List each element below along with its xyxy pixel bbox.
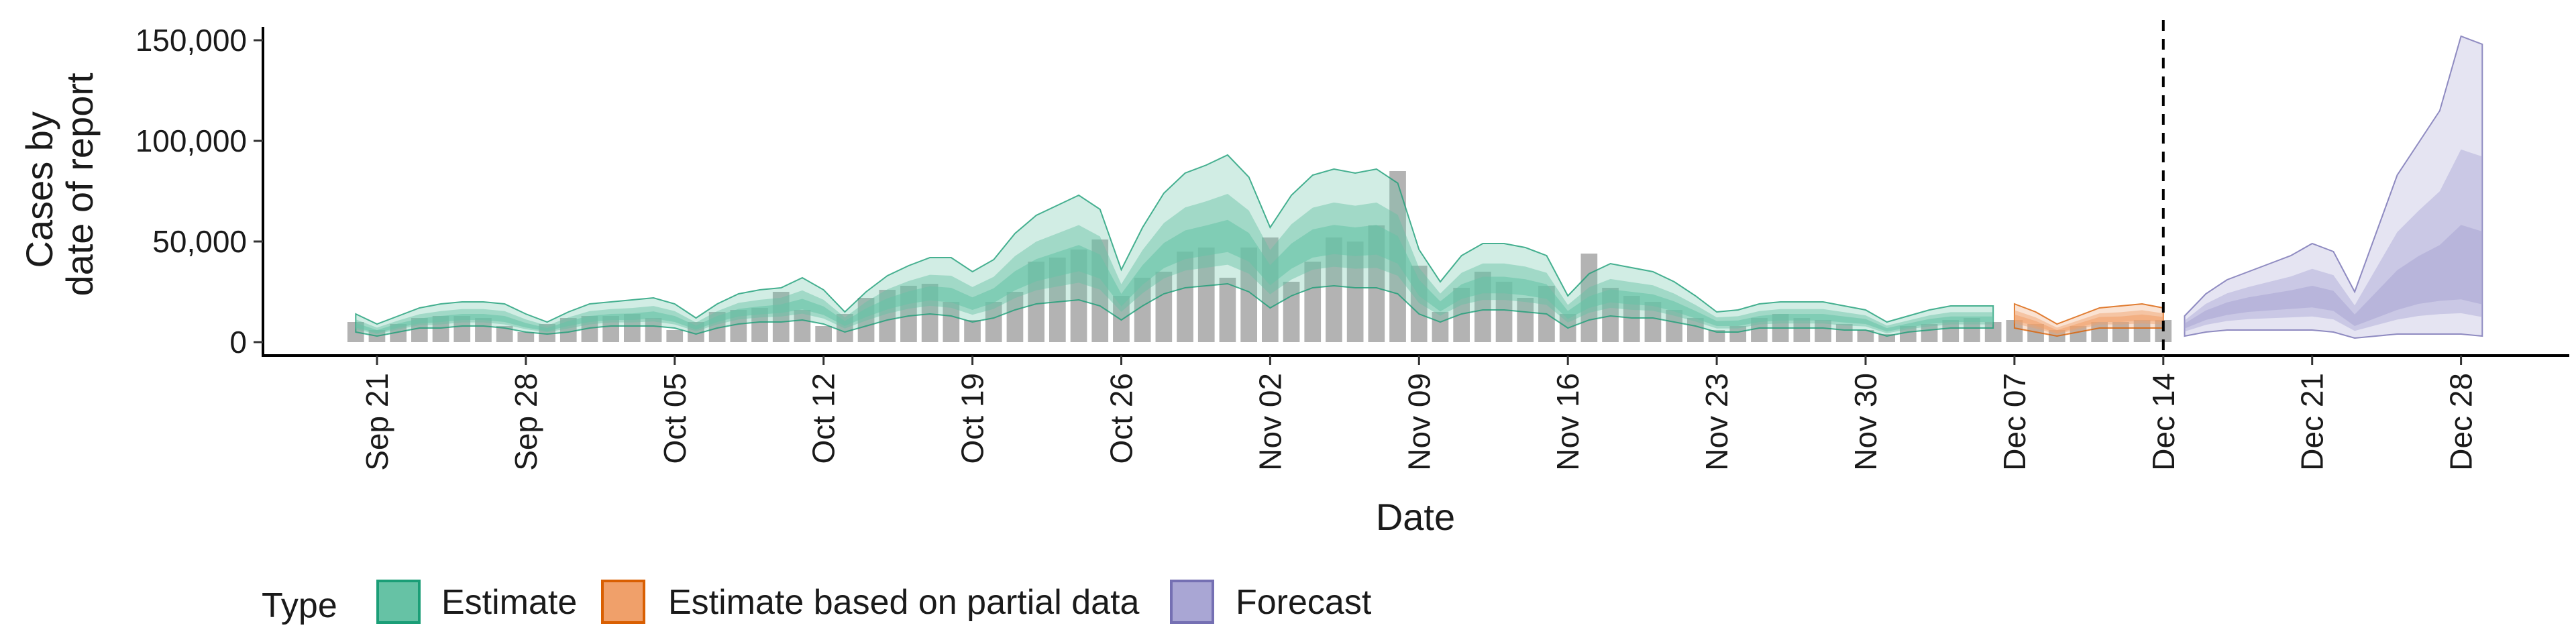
observed-bar (943, 302, 960, 342)
x-tick-label: Oct 26 (1104, 373, 1139, 464)
y-axis-title-line-2: date of report (58, 72, 101, 297)
observed-bar (1262, 237, 1279, 342)
x-tick-label: Sep 21 (360, 373, 394, 471)
observed-bar (1729, 326, 1747, 342)
x-tick-label: Sep 28 (508, 373, 543, 471)
y-tick-label: 150,000 (136, 23, 247, 58)
x-tick-label: Dec 14 (2146, 373, 2181, 471)
x-tick-label: Nov 16 (1550, 373, 1585, 471)
axes (254, 20, 2569, 365)
observed-bar (1878, 334, 1895, 342)
observed-bar (1517, 298, 1534, 342)
observed-bar (645, 318, 662, 342)
band-estimate-50 (356, 194, 1994, 335)
estimate-bands (355, 35, 2483, 339)
band-estimate-20 (356, 219, 1994, 333)
observed-bar (1835, 324, 1853, 342)
observed-bar (1942, 320, 1960, 342)
y-tick-label: 0 (229, 325, 247, 360)
x-tick-label: Oct 19 (955, 373, 990, 464)
legend-swatch-partial (601, 580, 645, 624)
observed-bar (1666, 310, 1682, 342)
legend-swatch-estimate (376, 580, 421, 624)
observed-bar (985, 302, 1002, 342)
observed-bar (1644, 302, 1662, 342)
observed-bar (1708, 330, 1725, 342)
observed-bar (1921, 324, 1938, 342)
legend: Type Estimate Estimate based on partial … (262, 580, 1372, 625)
observed-bar (815, 326, 832, 342)
y-tick-label: 50,000 (152, 224, 247, 259)
band-partial-20 (2014, 314, 2163, 333)
x-tick-label: Dec 21 (2295, 373, 2330, 471)
observed-bar (666, 330, 684, 342)
observed-bar (1900, 326, 1917, 342)
observed-bar (1197, 248, 1215, 342)
observed-bar (1857, 330, 1874, 342)
observed-bar (1432, 312, 1449, 342)
observed-bar (1155, 272, 1173, 342)
x-tick-label: Nov 02 (1252, 373, 1287, 471)
x-tick-label: Nov 30 (1848, 373, 1883, 471)
x-axis-title: Date (1376, 496, 1455, 538)
y-axis-title: Cases by date of report (18, 72, 101, 297)
observed-bar (1793, 318, 1811, 342)
legend-label-estimate: Estimate (441, 583, 577, 622)
axis-labels: 0 50,000 100,000 150,000 Sep 21 Sep 28 Oct 05 O… (136, 23, 2479, 471)
band-forecast-90 (2184, 35, 2483, 339)
y-tick-label: 100,000 (136, 123, 247, 158)
observed-bar (1687, 318, 1704, 342)
observed-bar (1815, 320, 1831, 342)
observed-bar (964, 320, 981, 342)
x-tick-label: Dec 28 (2444, 373, 2479, 471)
y-axis-title-line-1: Cases by (18, 111, 60, 268)
legend-label-forecast: Forecast (1236, 583, 1372, 622)
x-tick-label: Nov 09 (1401, 373, 1436, 471)
x-tick-label: Nov 23 (1699, 373, 1734, 471)
observed-bar (1177, 252, 1193, 342)
x-tick-label: Oct 12 (806, 373, 841, 464)
legend-title: Type (262, 586, 337, 625)
observed-bar (2112, 322, 2129, 342)
observed-bar (517, 332, 535, 342)
observed-bar (2133, 320, 2151, 342)
legend-swatch-forecast (1170, 580, 1214, 624)
observed-bar (475, 318, 492, 342)
observed-bar (1283, 282, 1300, 342)
observed-bar (772, 292, 790, 342)
x-tick-label: Oct 05 (657, 373, 692, 464)
legend-label-partial: Estimate based on partial data (668, 583, 1140, 622)
observed-bar (1006, 292, 1024, 342)
observed-bar (2091, 322, 2108, 342)
observed-bar (1219, 278, 1236, 342)
band-forecast-20 (2184, 225, 2483, 329)
observed-bar (1304, 262, 1322, 342)
observed-bar (794, 310, 811, 342)
observed-bar (1346, 241, 1364, 342)
x-tick-label: Dec 07 (1997, 373, 2032, 471)
observed-bar (857, 298, 875, 342)
